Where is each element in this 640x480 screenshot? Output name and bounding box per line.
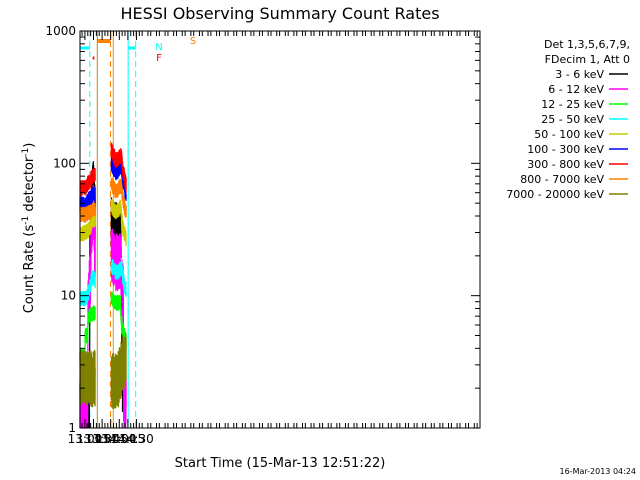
legend-label-3: 25 - 50 keV bbox=[541, 113, 604, 126]
legend-label-7: 800 - 7000 keV bbox=[520, 173, 604, 186]
legend-label-4: 50 - 100 keV bbox=[534, 128, 604, 141]
y-axis-label: Count Rate (s-1 detector-1) bbox=[21, 143, 37, 314]
annotation-f: F bbox=[156, 53, 162, 64]
series-2-segment-2 bbox=[110, 291, 127, 349]
legend-label-0: 3 - 6 keV bbox=[555, 68, 604, 81]
x-tick-label: 13:45 bbox=[93, 432, 128, 446]
x-tick-label: 14:15 bbox=[111, 432, 146, 446]
series-6-segment-2 bbox=[110, 142, 127, 193]
legend-label-1: 6 - 12 keV bbox=[548, 83, 604, 96]
series-8-segment-1 bbox=[79, 348, 96, 408]
y-tick-label: 10 bbox=[61, 289, 76, 303]
legend-label-2: 12 - 25 keV bbox=[541, 98, 604, 111]
x-tick-label: 13:00 bbox=[68, 432, 103, 446]
series-1-segment-2 bbox=[110, 228, 127, 429]
series-3-segment-2 bbox=[110, 257, 127, 297]
y-tick-label: 1000 bbox=[45, 24, 76, 38]
series-5-segment-1 bbox=[79, 187, 96, 214]
plot-area: NF S 1 10 100 1000 13:0013:1513:3013:4514:0014… bbox=[45, 24, 481, 446]
series-8-segment-2 bbox=[110, 332, 127, 410]
annotation-n: N bbox=[155, 42, 162, 53]
series-6-segment-1 bbox=[79, 167, 96, 197]
legend-label-5: 100 - 300 keV bbox=[527, 143, 604, 156]
legend-label-8: 7000 - 20000 keV bbox=[506, 188, 604, 201]
legend: Det 1,3,5,6,7,9, FDecim 1, Att 0 3 - 6 k… bbox=[506, 38, 630, 201]
y-tick-label: 1 bbox=[68, 421, 76, 435]
timestamp: 16-Mar-2013 04:24 bbox=[560, 467, 637, 476]
x-tick-label: 14:30 bbox=[119, 432, 154, 446]
x-axis-label: Start Time (15-Mar-13 12:51:22) bbox=[175, 456, 386, 471]
legend-header-fdecim: FDecim 1, Att 0 bbox=[545, 53, 630, 66]
annotation-s: S bbox=[190, 36, 196, 47]
x-tick-label: 14:00 bbox=[102, 432, 137, 446]
legend-label-6: 300 - 800 keV bbox=[527, 158, 604, 171]
series-4-segment-2 bbox=[110, 199, 127, 247]
series-7-segment-2 bbox=[110, 177, 127, 218]
legend-header-detectors: Det 1,3,5,6,7,9, bbox=[544, 38, 630, 51]
x-tick-label: 13:30 bbox=[85, 432, 120, 446]
chart-title: HESSI Observing Summary Count Rates bbox=[120, 4, 439, 23]
x-tick-label: 13:15 bbox=[76, 432, 111, 446]
y-tick-label: 100 bbox=[53, 156, 76, 170]
